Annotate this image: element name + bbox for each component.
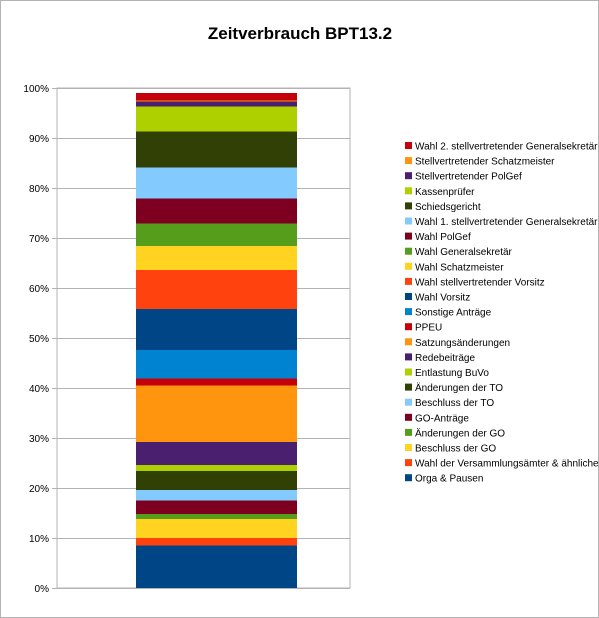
legend-swatch [405,308,412,316]
stacked-bar [136,93,297,588]
legend-entry-label: Änderungen der GO [415,427,505,439]
bar-segment [136,167,297,199]
legend-entry-label: Beschluss der GO [415,444,496,455]
legend-entry-label: Kassenprüfer [415,187,475,198]
bar-segment [136,309,297,350]
legend-swatch [405,247,412,255]
bar-segment [136,93,297,101]
legend-entry-label: Orga & Pausen [415,474,483,485]
bar-segment [136,198,297,224]
legend-swatch [405,444,412,451]
legend-swatch [405,172,412,180]
legend-swatch [405,202,412,210]
legend-entry-label: Änderungen der TO [415,382,503,394]
y-tick-label: 40% [29,384,49,395]
bar-segment [136,545,297,588]
legend-entry-label: Wahl der Versammlungsämter & ähnliches [415,459,598,470]
bar-segment [136,131,297,168]
legend-entry-label: Stellvertretender PolGef [415,172,522,183]
legend-entry-label: Sonstige Anträge [415,308,492,319]
legend-swatch [405,459,412,467]
bar-segment [136,514,297,519]
legend-swatch [405,428,412,436]
y-tick-label: 70% [29,234,49,245]
bar-segment [136,471,297,490]
bar-segment [136,378,297,386]
bar-segment [136,223,297,246]
legend-swatch [405,353,412,361]
bar-segment [136,490,297,501]
bar-segment [136,538,297,546]
y-tick-label: 20% [29,484,49,495]
legend-entry-label: Redebeiträge [415,353,475,364]
legend-swatch [405,277,412,285]
legend-entry-label: Satzungsänderungen [415,338,510,349]
legend-swatch [405,398,412,406]
legend-entry-label: Beschluss der TO [415,398,494,409]
y-tick-label: 100% [23,84,49,95]
bar-segment [136,100,297,102]
legend-swatch [405,217,412,225]
chart-title: Zeitverbrauch BPT13.2 [208,24,392,43]
legend-entry-label: Wahl PolGef [415,232,471,243]
y-tick-label: 80% [29,184,49,195]
legend-entry-label: Wahl 1. stellvertretender Generalsekretä… [415,217,598,228]
legend-swatch [405,262,412,270]
legend-entry-label: Wahl 2. stellvertretender Generalsekretä… [415,142,598,153]
legend-swatch [405,293,412,300]
legend: Wahl 2. stellvertretender Generalsekretä… [405,142,598,485]
y-tick-label: 10% [29,534,49,545]
y-tick-label: 0% [35,584,50,595]
legend-swatch [405,232,412,240]
legend-entry-label: Wahl Generalsekretär [415,247,513,258]
bar-segment [136,385,297,442]
y-axis: 0% 10% 20% 30% 40% 50% 60% 70% 80% 90% 100% [23,84,57,595]
legend-swatch [405,413,412,421]
legend-entry-label: Schiedsgericht [415,202,481,213]
legend-entry-label: Wahl Vorsitz [415,293,470,304]
legend-entry-label: PPEU [415,323,442,334]
y-tick-label: 50% [29,334,49,345]
bar-segment [136,101,297,107]
bar-segment [136,246,297,270]
bar-segment [136,270,297,309]
bar-segment [136,500,297,514]
legend-swatch [405,383,412,391]
legend-swatch [405,474,412,482]
legend-swatch [405,157,412,165]
legend-entry-label: Stellvertretender Schatzmeister [415,157,555,168]
bar-segment [136,519,297,538]
legend-swatch [405,142,412,149]
legend-entry-label: GO-Anträge [415,413,469,424]
bar-segment [136,442,297,465]
legend-swatch [405,187,412,195]
y-tick-label: 30% [29,434,49,445]
y-tick-label: 90% [29,134,49,145]
legend-entry-label: Wahl Schatzmeister [415,262,504,273]
bar-segment [136,465,297,471]
legend-entry-label: Wahl stellvertretender Vorsitz [415,277,545,288]
y-tick-label: 60% [29,284,49,295]
bar-segment [136,106,297,132]
legend-swatch [405,323,412,331]
legend-swatch [405,368,412,376]
legend-swatch [405,338,412,346]
legend-entry-label: Entlastung BuVo [415,368,489,379]
bar-segment [136,350,297,379]
